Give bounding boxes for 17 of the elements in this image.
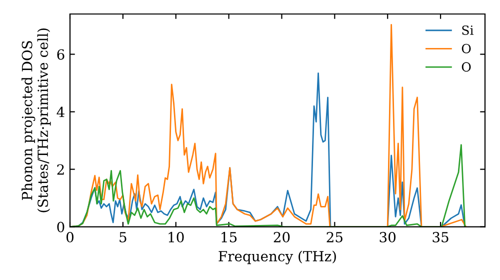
x-tick-label: 20 (274, 232, 290, 242)
x-tick-label: 10 (168, 232, 184, 242)
legend-label: O (462, 62, 471, 72)
x-tick-label: 15 (222, 232, 237, 242)
y-tick-label: 0 (57, 222, 64, 232)
legend-label: O (462, 44, 471, 54)
y-tick-label: 4 (56, 106, 64, 118)
x-tick-label: 30 (380, 232, 396, 242)
y-axis-title: Phonon projected DOS (States/THz·primitive cell) (22, 28, 51, 212)
y-tick-label: 6 (57, 49, 64, 60)
legend-label: Si (462, 25, 474, 35)
y-tick-label: 2 (57, 164, 64, 175)
x-tick-label: 0 (66, 232, 74, 242)
x-tick-label: 5 (120, 232, 126, 242)
x-axis-title: Frequency (THz) (218, 250, 336, 264)
x-tick-label: 25 (326, 232, 342, 242)
x-tick-label: 35 (432, 232, 448, 242)
